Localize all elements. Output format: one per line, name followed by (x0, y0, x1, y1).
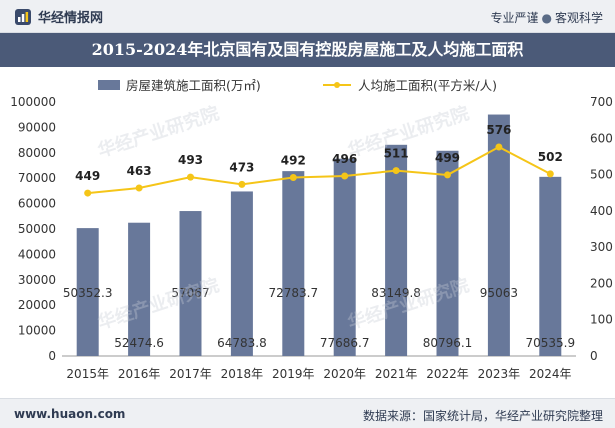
bar (282, 171, 305, 356)
chart-title: 2015-2024年北京国有及国有控股房屋施工及人均施工面积 (91, 40, 524, 59)
bar (128, 222, 151, 356)
bar-value-label: 95063 (480, 286, 518, 300)
brand-logo-icon (15, 8, 31, 25)
bar (539, 176, 562, 356)
brand-name: 华经情报网 (38, 11, 104, 26)
line-value-label: 493 (178, 153, 203, 167)
y-left-tick-label: 70000 (18, 171, 56, 185)
bar-value-label: 64783.8 (217, 336, 267, 350)
tagline: 专业严谨 ● 客观科学 (490, 9, 603, 26)
line-value-label: 473 (229, 160, 254, 174)
legend-item-line[interactable]: 人均施工面积(平方米/人) (322, 75, 497, 94)
line-point (341, 172, 349, 180)
x-tick-label: 2021年 (375, 367, 418, 381)
tagline-right: 客观科学 (554, 11, 603, 25)
tagline-separator: ● (541, 11, 552, 25)
line-point (84, 189, 92, 197)
y-left-tick-label: 30000 (18, 273, 56, 287)
line-value-label: 502 (538, 150, 563, 164)
bar-value-label: 57067 (171, 286, 209, 300)
line-series (87, 145, 551, 195)
bar (230, 191, 253, 356)
bar (76, 228, 99, 356)
legend-line-label: 人均施工面积(平方米/人) (358, 78, 497, 93)
x-tick-label: 2017年 (169, 367, 212, 381)
footer: www.huaon.com 数据来源：国家统计局，华经产业研究院整理 (0, 398, 615, 428)
legend-line-swatch (323, 81, 351, 88)
x-tick-label: 2015年 (66, 367, 109, 381)
y-right-tick-label: 500 (590, 168, 613, 182)
y-right-tick-label: 0 (590, 349, 598, 363)
y-left-tick-label: 60000 (18, 197, 56, 211)
line-point (135, 184, 143, 192)
y-left-tick-label: 0 (48, 349, 56, 363)
x-tick-label: 2020年 (323, 367, 366, 381)
y-right-tick-label: 400 (590, 204, 613, 218)
chart-title-bar: 2015-2024年北京国有及国有控股房屋施工及人均施工面积 (0, 33, 615, 67)
y-right-tick-label: 600 (590, 131, 613, 145)
line-value-label: 463 (127, 164, 152, 178)
legend-bar-swatch (98, 79, 120, 90)
line-point (187, 173, 194, 181)
line-value-label: 496 (332, 152, 357, 166)
bar-value-label: 70535.9 (525, 336, 575, 350)
bar-value-label: 50352.3 (63, 286, 113, 300)
line-point (289, 173, 297, 181)
line-point (392, 167, 400, 175)
y-left-tick-label: 50000 (18, 222, 56, 236)
line-value-label: 492 (281, 153, 306, 167)
line-value-label: 511 (384, 147, 409, 161)
footer-site-link[interactable]: www.huaon.com (14, 407, 126, 421)
bar-value-label: 83149.8 (371, 286, 421, 300)
line-value-label: 449 (75, 169, 100, 183)
line-point (546, 170, 554, 178)
line-point (444, 171, 451, 179)
bar (436, 150, 459, 356)
y-left-tick-label: 10000 (18, 324, 56, 338)
y-left-tick-label: 40000 (18, 247, 56, 261)
legend: 房屋建筑施工面积(万㎡) 人均施工面积(平方米/人) (0, 72, 615, 94)
line-point (238, 180, 246, 188)
brand[interactable]: 华经情报网 (14, 7, 103, 26)
bar (333, 158, 356, 356)
line-value-label: 576 (486, 123, 511, 137)
x-tick-label: 2024年 (529, 367, 572, 381)
tagline-left: 专业严谨 (490, 11, 539, 25)
line-point (495, 143, 503, 151)
bar-value-label: 72783.7 (268, 286, 318, 300)
y-left-tick-label: 80000 (18, 146, 56, 160)
bar (487, 114, 510, 356)
x-tick-label: 2016年 (118, 367, 161, 381)
legend-bar-label: 房屋建筑施工面积(万㎡) (126, 78, 261, 93)
bar (385, 144, 408, 356)
bar-value-label: 77686.7 (320, 336, 370, 350)
y-right-tick-label: 700 (590, 95, 613, 109)
y-left-tick-label: 20000 (18, 298, 56, 312)
x-tick-label: 2019年 (272, 367, 315, 381)
y-left-tick-label: 90000 (18, 120, 56, 134)
y-left-tick-label: 100000 (10, 95, 56, 109)
y-right-tick-label: 200 (590, 276, 613, 290)
bar (179, 211, 202, 356)
line-value-label: 499 (435, 151, 460, 165)
x-tick-label: 2022年 (426, 367, 469, 381)
x-tick-label: 2018年 (221, 367, 264, 381)
bar-value-label: 80796.1 (423, 336, 473, 350)
y-right-tick-label: 100 (590, 313, 613, 327)
legend-item-bar[interactable]: 房屋建筑施工面积(万㎡) (98, 75, 261, 94)
x-tick-label: 2023年 (478, 367, 521, 381)
top-banner: 华经情报网 专业严谨 ● 客观科学 (0, 0, 615, 33)
y-right-tick-label: 300 (590, 240, 613, 254)
footer-source: 数据来源：国家统计局，华经产业研究院整理 (362, 409, 603, 423)
bar-value-label: 52474.6 (114, 336, 164, 350)
